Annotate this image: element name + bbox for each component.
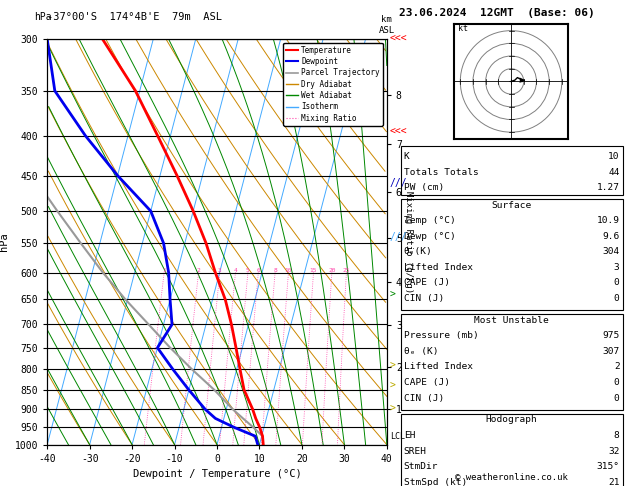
Text: 3: 3 xyxy=(218,267,221,273)
Text: km
ASL: km ASL xyxy=(379,16,395,35)
Text: 304: 304 xyxy=(603,247,620,256)
Text: 0: 0 xyxy=(614,278,620,287)
Text: >: > xyxy=(390,289,396,299)
Text: 307: 307 xyxy=(603,347,620,356)
Text: 44: 44 xyxy=(608,168,620,177)
Text: 1: 1 xyxy=(162,267,166,273)
Text: Dewp (°C): Dewp (°C) xyxy=(404,232,455,241)
Text: 2: 2 xyxy=(614,363,620,371)
Text: 25: 25 xyxy=(343,267,350,273)
Text: hPa: hPa xyxy=(35,12,52,22)
Text: Lifted Index: Lifted Index xyxy=(404,363,473,371)
Text: kt: kt xyxy=(458,24,468,33)
Text: 975: 975 xyxy=(603,331,620,340)
Text: CIN (J): CIN (J) xyxy=(404,394,444,402)
X-axis label: Dewpoint / Temperature (°C): Dewpoint / Temperature (°C) xyxy=(133,469,301,479)
Text: Lifted Index: Lifted Index xyxy=(404,263,473,272)
Text: 21: 21 xyxy=(608,478,620,486)
Text: EH: EH xyxy=(404,431,415,440)
Text: CAPE (J): CAPE (J) xyxy=(404,378,450,387)
Legend: Temperature, Dewpoint, Parcel Trajectory, Dry Adiabat, Wet Adiabat, Isotherm, Mi: Temperature, Dewpoint, Parcel Trajectory… xyxy=(283,43,383,125)
Text: <<<: <<< xyxy=(390,34,408,44)
Text: 0: 0 xyxy=(614,378,620,387)
Text: Surface: Surface xyxy=(492,201,532,209)
Text: PW (cm): PW (cm) xyxy=(404,183,444,192)
Text: 0: 0 xyxy=(614,294,620,303)
Y-axis label: hPa: hPa xyxy=(0,232,9,251)
Text: StmDir: StmDir xyxy=(404,462,438,471)
Text: 3: 3 xyxy=(614,263,620,272)
Text: 20: 20 xyxy=(328,267,336,273)
Text: Hodograph: Hodograph xyxy=(486,416,538,424)
Text: <<<: <<< xyxy=(390,127,408,137)
Text: ///: /// xyxy=(390,178,408,188)
Text: LCL: LCL xyxy=(390,432,405,441)
Text: 4: 4 xyxy=(233,267,237,273)
Text: 32: 32 xyxy=(608,447,620,455)
Text: ///: /// xyxy=(390,232,408,242)
Text: Totals Totals: Totals Totals xyxy=(404,168,479,177)
Text: >: > xyxy=(390,360,396,370)
Y-axis label: Mixing Ratio (g/kg): Mixing Ratio (g/kg) xyxy=(404,191,413,293)
Text: Most Unstable: Most Unstable xyxy=(474,316,549,325)
Text: 8: 8 xyxy=(614,431,620,440)
Text: >: > xyxy=(390,404,396,414)
Text: 5: 5 xyxy=(246,267,250,273)
Text: 23.06.2024  12GMT  (Base: 06): 23.06.2024 12GMT (Base: 06) xyxy=(399,8,595,18)
Text: CAPE (J): CAPE (J) xyxy=(404,278,450,287)
Text: 1.27: 1.27 xyxy=(596,183,620,192)
Text: 0: 0 xyxy=(614,394,620,402)
Text: CIN (J): CIN (J) xyxy=(404,294,444,303)
Text: Temp (°C): Temp (°C) xyxy=(404,216,455,225)
Text: 10: 10 xyxy=(608,152,620,161)
Text: K: K xyxy=(404,152,409,161)
Text: © weatheronline.co.uk: © weatheronline.co.uk xyxy=(455,473,568,482)
Text: 2: 2 xyxy=(197,267,201,273)
Text: 15: 15 xyxy=(309,267,317,273)
Text: 10: 10 xyxy=(285,267,292,273)
Text: SREH: SREH xyxy=(404,447,427,455)
Text: 6: 6 xyxy=(257,267,260,273)
Text: θₑ(K): θₑ(K) xyxy=(404,247,433,256)
Text: -37°00'S  174°4B'E  79m  ASL: -37°00'S 174°4B'E 79m ASL xyxy=(47,12,222,22)
Text: StmSpd (kt): StmSpd (kt) xyxy=(404,478,467,486)
Text: 10.9: 10.9 xyxy=(596,216,620,225)
Text: 315°: 315° xyxy=(596,462,620,471)
Text: 9.6: 9.6 xyxy=(603,232,620,241)
Text: >: > xyxy=(390,381,396,391)
Text: 8: 8 xyxy=(273,267,277,273)
Text: θₑ (K): θₑ (K) xyxy=(404,347,438,356)
Text: Pressure (mb): Pressure (mb) xyxy=(404,331,479,340)
